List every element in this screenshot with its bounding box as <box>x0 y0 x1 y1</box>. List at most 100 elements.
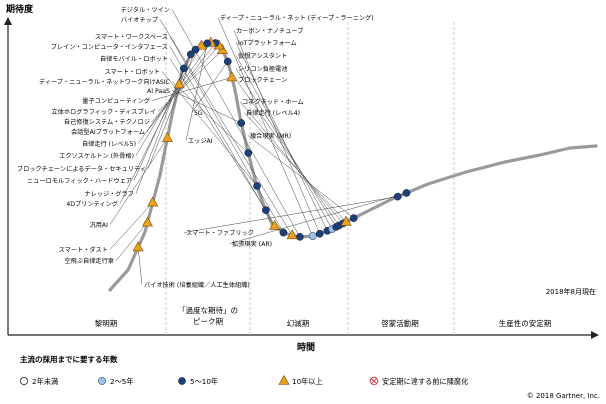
leader-line <box>119 84 180 204</box>
legend: 2年未満 2～5年 5～10年 10年以上 安定期に達する前に陳腐化 <box>19 374 468 386</box>
leader-line <box>229 192 407 244</box>
x-axis-label: 時間 <box>297 341 315 353</box>
tech-marker-8 <box>237 119 246 127</box>
phase-dividers <box>165 22 455 335</box>
tech-label-22: スマート・ダスト <box>59 246 108 254</box>
tech-label-5: 自律モバイル・ロボット <box>100 55 168 63</box>
tech-label-1: デジタル・ツイン <box>121 6 170 14</box>
tech-marker-24 <box>132 241 144 252</box>
tech-label-9: 量子コンピューティング <box>82 97 150 105</box>
leader-line <box>247 135 354 219</box>
leader-line <box>191 61 228 113</box>
tech-marker-33 <box>349 214 358 222</box>
leader-line <box>147 49 196 169</box>
tech-marker-5 <box>261 206 270 214</box>
tech-label-8: AI PaaS <box>147 88 170 95</box>
tech-label-23: 空飛ぶ自律走行車 <box>65 257 115 265</box>
tech-marker-35 <box>402 189 411 197</box>
tech-marker-21 <box>161 131 173 142</box>
tech-label-12: 自己修復システム・テクノロジ <box>64 118 150 126</box>
legend-label-lt2: 2年未満 <box>32 377 58 386</box>
leader-line <box>135 68 185 194</box>
leader-line <box>115 222 148 261</box>
tech-marker-10 <box>223 57 232 66</box>
tech-label-3: スマート・ワークスペース <box>95 34 168 41</box>
phase-label-5: 生産性の安定期 <box>499 318 552 328</box>
legend-label-2to5: 2～5年 <box>110 377 134 386</box>
y-axis-arrow <box>4 17 12 25</box>
tech-label-17: ブロックチェーンによるデータ・セキュリティ <box>17 165 146 173</box>
tech-label-32: 自律走行 (レベル4) <box>246 109 300 117</box>
tech-marker-2 <box>286 229 298 240</box>
legend-marker-lt2 <box>19 376 28 385</box>
leader-line <box>233 30 320 234</box>
leader-line <box>151 77 232 101</box>
tech-label-27: IoTプラットフォーム <box>238 40 297 47</box>
leader-line <box>169 36 284 233</box>
leader-line <box>235 68 337 228</box>
as-of-date: 2018年8月現在 <box>546 287 596 296</box>
legend-label-gt10: 10年以上 <box>292 377 323 386</box>
tech-label-31: コネクテッド・ホーム <box>242 99 304 106</box>
copyright: © 2018 Gartner, Inc. <box>527 392 600 400</box>
tech-label-14: 自律走行 (レベル5) <box>82 140 136 148</box>
tech-marker-7 <box>244 149 253 157</box>
leader-line <box>137 247 143 285</box>
tech-label-13: 会話型AIプラットフォーム <box>71 128 145 136</box>
leader-lines <box>109 9 407 285</box>
tech-marker-25 <box>308 232 317 240</box>
tech-marker-22 <box>147 196 159 207</box>
tech-marker-32 <box>340 215 352 226</box>
tech-label-24: バイオ技術 (培養組織／人工生体組織) <box>144 281 250 289</box>
leader-line <box>235 42 328 231</box>
tech-marker-23 <box>141 216 153 227</box>
tech-label-33: 複合現実 (MR) <box>250 132 291 140</box>
tech-label-20: 4Dプリンティング <box>66 200 118 208</box>
tech-label-15: エッジAI <box>188 138 213 145</box>
legend-marker-5to10 <box>178 377 186 385</box>
tech-label-4: ブレイン・コンピュータ・インタフェース <box>51 43 168 51</box>
tech-label-35: 拡張現実 (AR) <box>232 240 272 248</box>
tech-label-11: 立体ホログラフィック・ディスプレイ <box>51 108 156 116</box>
tech-marker-15 <box>203 39 212 48</box>
tech-label-16: エクソスケルトン (外骨格) <box>59 152 134 160</box>
leader-line <box>161 71 258 187</box>
legend-marker-obsolete <box>369 376 379 386</box>
phase-label-1: 黎明期 <box>95 318 118 328</box>
tech-marker-17 <box>191 45 200 54</box>
leader-line <box>235 79 340 226</box>
leader-line <box>109 202 153 250</box>
x-axis-arrow <box>591 331 599 339</box>
leader-line <box>169 58 267 211</box>
phase-label-4: 啓蒙活動期 <box>381 318 419 328</box>
leader-line <box>243 112 347 223</box>
tech-label-2: バイオチップ <box>121 17 159 24</box>
phase-label-2: ピーク期 <box>193 317 223 326</box>
leader-line <box>185 43 208 141</box>
leader-line <box>171 90 242 124</box>
tech-label-34: スマート・ファブリック <box>186 229 254 237</box>
leader-line <box>171 81 249 154</box>
tech-label-21: 汎用AI <box>90 221 109 229</box>
tech-marker-6 <box>253 182 261 190</box>
tech-label-29: シリコン負極電池 <box>238 65 288 73</box>
tech-marker-16 <box>195 39 207 50</box>
legend-label-obsolete: 安定期に達する前に陳腐化 <box>382 377 468 386</box>
phase-label-2: 「過度な期待」の <box>178 305 238 315</box>
tech-marker-18 <box>186 50 195 59</box>
y-axis-label: 期待度 <box>6 3 34 15</box>
tech-marker-34 <box>393 192 402 201</box>
tech-marker-1 <box>295 233 304 241</box>
legend-marker-2to5 <box>98 377 106 385</box>
technology-labels: デジタル・ツインバイオチップスマート・ワークスペースブレイン・コンピュータ・イン… <box>17 6 374 289</box>
tech-label-25: ディープ・ニューラル・ネット (ディープ・ラーニング) <box>220 14 374 22</box>
tech-label-18: ニューロモルフィック・ハードウェア <box>27 177 132 185</box>
tech-label-6: スマート・ロボット <box>104 68 160 76</box>
tech-marker-9 <box>226 71 238 82</box>
tech-label-26: カーボン・ナノチューブ <box>236 27 303 35</box>
tech-label-30: ブロックチェーン <box>238 76 287 84</box>
leader-line <box>239 101 344 224</box>
leader-line <box>135 45 202 156</box>
